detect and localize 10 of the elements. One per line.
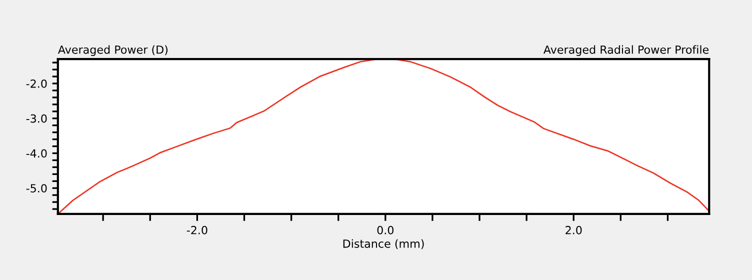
x-tick-label: 0.0: [377, 226, 394, 234]
chart-title: Averaged Radial Power Profile: [544, 45, 709, 56]
x-tick-label: -2.0: [186, 226, 208, 234]
y-tick-label: -4.0: [26, 149, 47, 158]
y-axis-title: Averaged Power (D): [58, 45, 168, 56]
y-tick-label: -2.0: [26, 79, 47, 88]
x-axis-title: Distance (mm): [343, 239, 424, 250]
y-tick-label: -3.0: [26, 114, 47, 123]
y-tick-label: -5.0: [26, 184, 47, 192]
x-tick-label: 2.0: [566, 226, 582, 234]
